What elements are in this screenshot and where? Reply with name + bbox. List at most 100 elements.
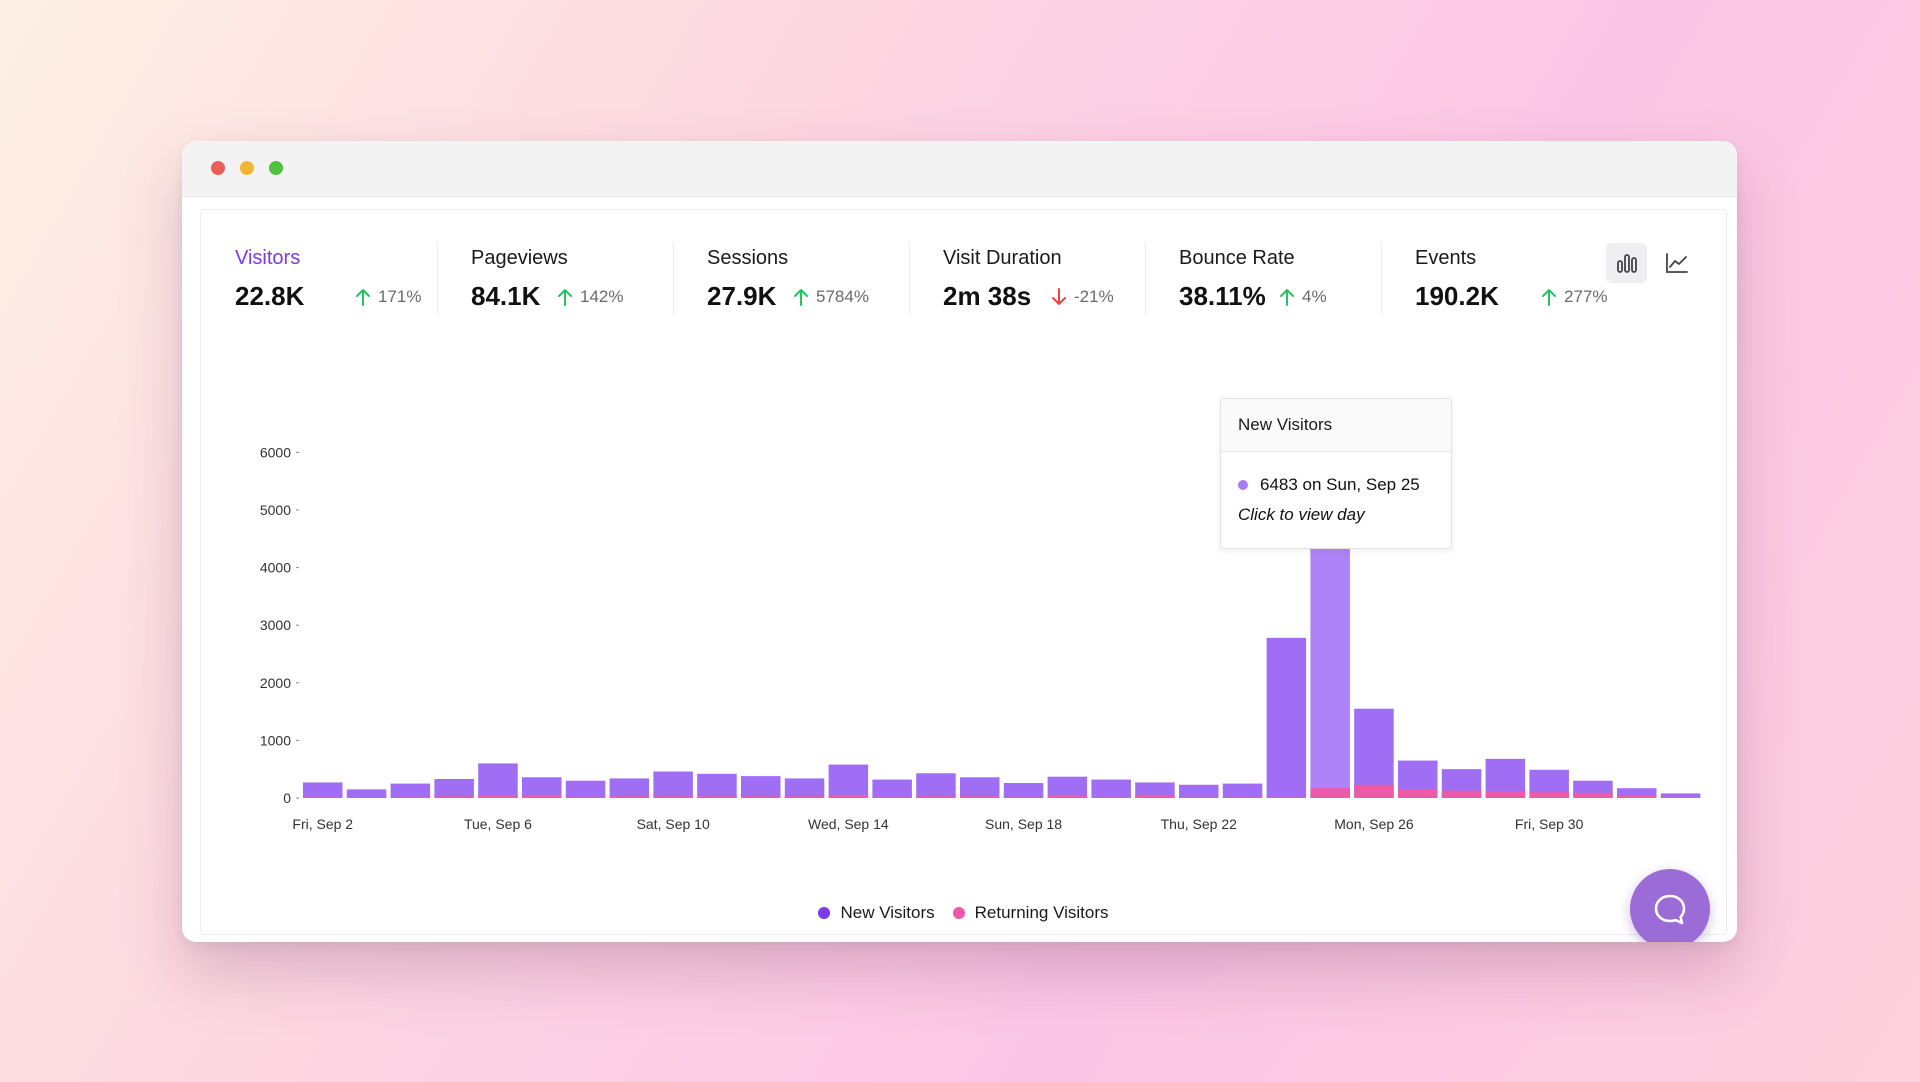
metric-change: 5784% [793, 287, 869, 307]
metric-divider [1381, 243, 1382, 315]
metric-value: 2m 38s [943, 281, 1032, 311]
metric-sessions[interactable]: Sessions 27.9K 5784% [673, 243, 909, 315]
bar-returning-visitors [1660, 796, 1701, 798]
bar-new-visitors [653, 771, 693, 798]
metric-change: 277% [1541, 287, 1607, 307]
bar-returning-visitors [653, 796, 693, 798]
metric-value: 84.1K [471, 281, 541, 311]
arrow-up-icon [794, 289, 808, 306]
chat-button[interactable] [1630, 869, 1710, 942]
y-tick-label: 5000 [260, 502, 291, 518]
metric-change: 4% [1279, 287, 1327, 307]
y-tick-label: 2000 [260, 675, 291, 691]
metric-label: Visitors [235, 247, 301, 269]
arrow-up-icon [558, 289, 572, 306]
metric-change-value: 5784% [816, 287, 869, 306]
bar-new-visitors [828, 764, 869, 798]
metric-label: Pageviews [471, 247, 568, 269]
bar-returning-visitors [872, 796, 912, 798]
legend-item-new-visitors[interactable]: New Visitors [818, 903, 935, 923]
metric-divider [1145, 243, 1146, 315]
bar-new-visitors [303, 782, 343, 798]
close-window-button[interactable] [211, 161, 225, 175]
bar-new-visitors [741, 776, 781, 798]
metric-change-value: -21% [1074, 287, 1114, 306]
bar-new-visitors [390, 783, 431, 798]
metric-visit-duration[interactable]: Visit Duration 2m 38s -21% [909, 243, 1145, 315]
bar-returning-visitors [522, 795, 562, 798]
maximize-window-button[interactable] [269, 161, 283, 175]
tooltip-value: 6483 on Sun, Sep 25 [1260, 475, 1420, 494]
metric-pageviews[interactable]: Pageviews 84.1K 142% [437, 243, 673, 315]
bar-returning-visitors [1003, 796, 1044, 798]
metric-divider [437, 243, 438, 315]
bar-returning-visitors [1354, 784, 1394, 798]
y-tick-label: 4000 [260, 560, 291, 576]
metric-label: Bounce Rate [1179, 247, 1295, 269]
line-chart-icon [1665, 253, 1688, 273]
bar-returning-visitors [478, 795, 518, 798]
bar-new-visitors [1660, 793, 1701, 798]
bar-returning-visitors [1529, 792, 1569, 798]
bar-returning-visitors [697, 796, 737, 798]
minimize-window-button[interactable] [240, 161, 254, 175]
bar-returning-visitors [609, 796, 650, 798]
bar-returning-visitors [1310, 788, 1350, 798]
bar-new-visitors [565, 780, 606, 798]
x-tick-label: Wed, Sep 14 [808, 816, 889, 832]
arrow-down-icon [1052, 288, 1066, 305]
bar-returning-visitors [346, 797, 387, 798]
legend-dot-new [818, 907, 831, 919]
visitors-chart[interactable]: 0 1000 2000 3000 4000 5000 6000 Fri, Sep 2 Tue, … [201, 210, 1726, 934]
bar-new-visitors [916, 773, 956, 798]
tooltip-value-row: 6483 on Sun, Sep 25 [1238, 475, 1420, 495]
metric-bounce-rate[interactable]: Bounce Rate 38.11% 4% [1145, 243, 1381, 315]
bar-returning-visitors [1617, 795, 1657, 798]
bar-returning-visitors [828, 795, 869, 798]
chart-tooltip: New Visitors 6483 on Sun, Sep 25 Click t… [1220, 398, 1452, 549]
legend-dot-returning [952, 907, 965, 919]
bar-new-visitors [872, 779, 912, 798]
bar-returning-visitors [1266, 796, 1307, 798]
legend-item-returning-visitors[interactable]: Returning Visitors [952, 903, 1109, 923]
bar-new-visitors [1179, 784, 1219, 798]
y-tick-label: 6000 [260, 444, 291, 460]
metric-events[interactable]: Events 190.2K 277% [1381, 243, 1617, 315]
bar-chart-toggle[interactable] [1606, 243, 1647, 283]
bar-returning-visitors [916, 796, 956, 798]
metric-divider [909, 243, 910, 315]
bar-returning-visitors [390, 796, 431, 798]
x-tick-label: Fri, Sep 30 [1515, 816, 1584, 832]
tooltip-series-dot [1238, 480, 1248, 490]
bar-new-visitors [1135, 782, 1175, 798]
metric-change-value: 277% [1564, 287, 1608, 306]
bar-new-visitors [1222, 783, 1263, 798]
legend-label-returning: Returning Visitors [974, 903, 1109, 922]
window-titlebar [182, 141, 1737, 197]
tooltip-action[interactable]: Click to view day [1238, 505, 1365, 524]
x-tick-label: Sun, Sep 18 [985, 816, 1062, 832]
metric-change-value: 142% [580, 287, 624, 306]
arrow-up-icon [356, 289, 370, 306]
metric-label: Events [1415, 247, 1477, 269]
chat-bubble-icon [1654, 894, 1686, 925]
x-tick-label: Tue, Sep 6 [464, 816, 532, 832]
metric-change-value: 4% [1302, 287, 1327, 306]
metric-change: -21% [1051, 287, 1114, 307]
bar-new-visitors [346, 789, 387, 798]
bar-new-visitors [609, 778, 650, 798]
line-chart-toggle[interactable] [1656, 243, 1697, 283]
x-tick-label: Sat, Sep 10 [637, 816, 710, 832]
x-tick-label: Mon, Sep 26 [1334, 816, 1414, 832]
bar-returning-visitors [303, 796, 343, 798]
metric-visitors[interactable]: Visitors 22.8K 171% [201, 243, 437, 315]
bar-new-visitors [434, 778, 474, 798]
y-tick-label: 3000 [260, 617, 291, 633]
bar-returning-visitors [1573, 792, 1613, 798]
arrow-up-icon [1280, 289, 1294, 306]
x-tick-label: Thu, Sep 22 [1161, 816, 1237, 832]
metric-value: 22.8K [235, 281, 305, 311]
dashboard-panel: Visitors 22.8K 171% Pageviews 84.1K 142% Sessi… [200, 209, 1727, 935]
bar-returning-visitors [784, 796, 825, 798]
metric-value: 190.2K [1415, 281, 1499, 311]
